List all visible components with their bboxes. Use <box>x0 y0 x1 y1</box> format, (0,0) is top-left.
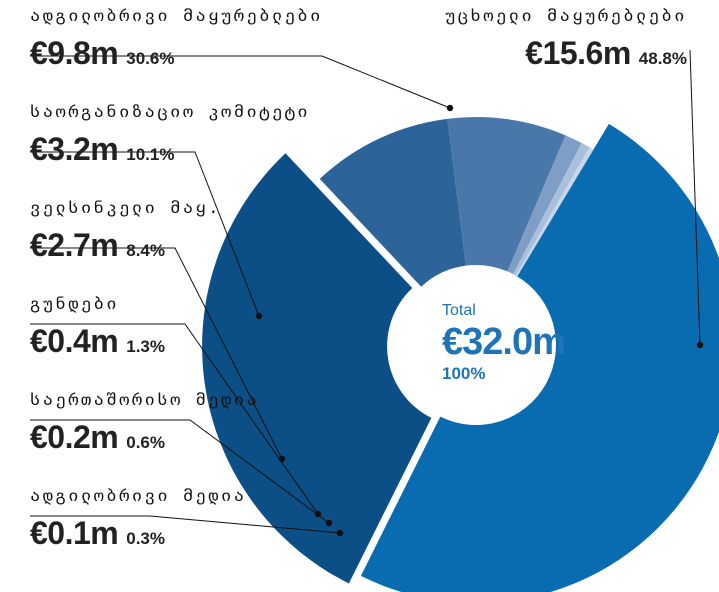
leader-lines <box>30 49 704 537</box>
slice-label-helsinki-spectators: ველსინკელი მაყ. €2.7m 8.4% <box>30 198 221 269</box>
slice-label-foreign-spectators: უცხოელი მაყურებლები €15.6m 48.8% <box>445 6 687 77</box>
total-amount: €32.0m <box>442 321 566 363</box>
slice-international-media <box>513 142 590 276</box>
slice-percent: 0.3% <box>126 529 165 548</box>
slice-label-international-media: საერთაშორისო მედია €0.2m 0.6% <box>30 390 259 461</box>
slice-local-spectators <box>202 153 432 584</box>
slice-name: საერთაშორისო მედია <box>30 390 260 410</box>
slice-amount: €0.1m <box>30 515 119 551</box>
leader-dot <box>255 312 263 320</box>
slice-teams <box>507 135 582 275</box>
slice-name: საორგანიზაციო კომიტეტი <box>30 102 311 122</box>
slice-percent: 1.3% <box>126 337 165 356</box>
slice-label-teams: გუნდები €0.4m 1.3% <box>30 294 165 365</box>
slice-name: გუნდები <box>30 294 120 314</box>
slice-label-organizing-committee: საორგანიზაციო კომიტეტი €3.2m 10.1% <box>30 102 310 173</box>
slice-percent: 10.1% <box>126 145 175 164</box>
leader-line <box>30 151 260 317</box>
slice-percent: 30.6% <box>126 49 175 68</box>
leader-dot <box>325 519 333 527</box>
chart-total-label: Total €32.0m 100% <box>442 302 566 384</box>
leader-dot <box>696 341 704 349</box>
slice-amount: €0.2m <box>30 419 119 455</box>
slice-helsinki-spectators <box>447 116 566 272</box>
leader-line <box>30 323 319 515</box>
slice-organizing-committee <box>319 118 466 287</box>
slice-name: ადგილობრივი მაყურებლები <box>30 6 323 26</box>
leader-line <box>689 49 701 346</box>
total-percent: 100% <box>442 364 486 383</box>
slice-percent: 8.4% <box>126 241 165 260</box>
slice-amount: €0.4m <box>30 323 119 359</box>
slice-name: ველსინკელი მაყ. <box>30 198 222 218</box>
leader-line <box>30 419 330 524</box>
leader-line <box>30 515 341 534</box>
slice-label-local-spectators: ადგილობრივი მაყურებლები €9.8m 30.6% <box>30 6 323 77</box>
slice-amount: €3.2m <box>30 131 119 167</box>
slice-amount: €9.8m <box>30 35 119 71</box>
slice-percent: 48.8% <box>638 49 687 68</box>
slice-name: ადგილობრივი მედია <box>30 486 247 506</box>
slice-amount: €15.6m <box>525 35 631 71</box>
donut-slices <box>202 116 719 592</box>
slice-foreign-spectators <box>360 123 719 592</box>
slice-local-media <box>515 147 594 277</box>
slice-amount: €2.7m <box>30 227 119 263</box>
slice-name: უცხოელი მაყურებლები <box>445 6 687 26</box>
leader-line <box>30 55 451 109</box>
leader-line <box>30 247 283 460</box>
slice-percent: 0.6% <box>126 433 165 452</box>
slice-label-local-media: ადგილობრივი მედია €0.1m 0.3% <box>30 486 247 557</box>
total-title: Total <box>442 302 476 319</box>
leader-dot <box>446 104 454 112</box>
leader-dot <box>336 529 344 537</box>
